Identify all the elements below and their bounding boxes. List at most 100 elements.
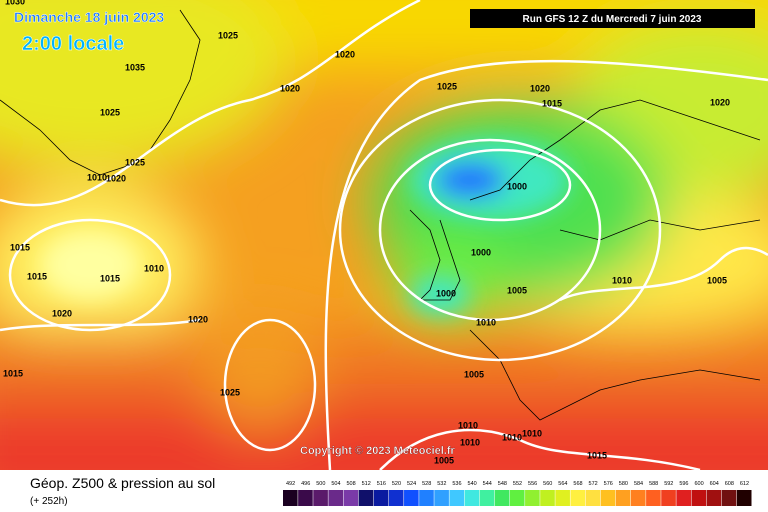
scale-label: 584 <box>634 481 643 487</box>
scale-swatch <box>283 490 298 506</box>
scale-label: 580 <box>619 481 628 487</box>
scale-label: 552 <box>513 481 522 487</box>
isobar-label: 1010 <box>87 172 107 182</box>
scale-swatch <box>328 490 344 506</box>
scale-label: 520 <box>392 481 401 487</box>
scale-label: 604 <box>710 481 719 487</box>
isobar-label: 1015 <box>587 450 607 460</box>
isobar-label: 1005 <box>507 285 527 295</box>
isobar-label: 1015 <box>27 271 47 281</box>
scale-swatch <box>721 490 737 506</box>
scale-swatch <box>736 490 752 506</box>
isobar-label: 1020 <box>710 97 730 107</box>
scale-swatch <box>509 490 525 506</box>
scale-swatch <box>388 490 404 506</box>
scale-swatch <box>646 490 661 506</box>
scale-swatch <box>676 490 691 506</box>
scale-swatch <box>600 490 616 506</box>
scale-label: 516 <box>377 481 386 487</box>
isobar-label: 1020 <box>188 314 208 324</box>
scale-label: 528 <box>422 481 431 487</box>
scale-label: 560 <box>543 481 552 487</box>
scale-swatch <box>358 490 374 506</box>
scale-swatch <box>615 490 631 506</box>
scale-label: 572 <box>589 481 598 487</box>
scale-label: 608 <box>725 481 734 487</box>
scale-label: 508 <box>346 481 355 487</box>
isobar-label: 1010 <box>522 428 542 438</box>
isobars <box>0 0 768 470</box>
scale-swatch <box>434 490 449 506</box>
isobar-label: 1020 <box>335 49 355 59</box>
scale-swatch <box>404 490 419 506</box>
isobar-label: 1010 <box>502 432 522 442</box>
date: Dimanche 18 juin 2023 <box>14 9 164 25</box>
isobar-label: 1010 <box>458 420 478 430</box>
isobar-label: 1020 <box>106 173 126 183</box>
isobar-label: 1015 <box>10 242 30 252</box>
scale-swatch <box>630 490 646 506</box>
scale-label: 492 <box>286 481 295 487</box>
isobar-label: 1000 <box>436 288 456 298</box>
isobar-label: 1025 <box>220 387 240 397</box>
scale-label: 540 <box>468 481 477 487</box>
scale-swatch <box>373 490 389 506</box>
scale-label: 496 <box>301 481 310 487</box>
scale-swatch <box>449 490 465 506</box>
scale-label: 588 <box>649 481 658 487</box>
scale-swatch <box>494 490 510 506</box>
scale-label: 576 <box>604 481 613 487</box>
scale-label: 512 <box>362 481 371 487</box>
time: 2:00 locale <box>22 33 124 55</box>
scale-swatch <box>555 490 570 506</box>
scale-label: 596 <box>679 481 688 487</box>
scale-label: 592 <box>664 481 673 487</box>
isobar-label: 1025 <box>437 81 457 91</box>
isobar-label: 1000 <box>471 247 491 257</box>
scale-label: 544 <box>483 481 492 487</box>
isobar-label: 1020 <box>530 83 550 93</box>
isobar-label: 1025 <box>218 30 238 40</box>
isobar-label: 1020 <box>52 308 72 318</box>
isobar-label: 1010 <box>612 275 632 285</box>
scale-label: 532 <box>437 481 446 487</box>
scale-label: 600 <box>694 481 703 487</box>
scale-swatch <box>525 490 540 506</box>
isobar-label: 1030 <box>5 0 25 6</box>
scale-swatch <box>585 490 601 506</box>
legend-lead: (+ 252h) <box>30 496 68 507</box>
scale-swatch <box>464 490 480 506</box>
scale-swatch <box>298 490 313 506</box>
isobar-label: 1025 <box>100 107 120 117</box>
isobar-label: 1005 <box>707 275 727 285</box>
isobar-label: 1020 <box>280 83 300 93</box>
scale-label: 536 <box>452 481 461 487</box>
isobar-label: 1035 <box>125 62 145 72</box>
scale-swatch <box>570 490 586 506</box>
isobar-label: 1005 <box>464 369 484 379</box>
isobar-label: 1010 <box>460 437 480 447</box>
isobar-label: 1015 <box>3 368 23 378</box>
scale-swatch <box>419 490 434 506</box>
scale-swatch <box>540 490 555 506</box>
scale-label: 564 <box>558 481 567 487</box>
scale-label: 504 <box>331 481 340 487</box>
scale-label: 568 <box>573 481 582 487</box>
isobar-label: 1010 <box>476 317 496 327</box>
isobar-label: 1025 <box>125 157 145 167</box>
scale-label: 500 <box>316 481 325 487</box>
legend-title: Géop. Z500 & pression au sol <box>30 475 215 491</box>
scale-swatch <box>661 490 676 506</box>
isobar-label: 1000 <box>507 181 527 191</box>
scale-swatch <box>479 490 495 506</box>
scale-swatch <box>691 490 707 506</box>
scale-swatch <box>706 490 722 506</box>
scale-label: 524 <box>407 481 416 487</box>
scale-swatch <box>313 490 328 506</box>
run-info: Run GFS 12 Z du Mercredi 7 juin 2023 <box>523 14 702 25</box>
copyright: Copyright © 2023 Meteociel.fr <box>300 445 456 457</box>
isobar-label: 1015 <box>542 98 562 108</box>
isobar-label: 1015 <box>100 273 120 283</box>
